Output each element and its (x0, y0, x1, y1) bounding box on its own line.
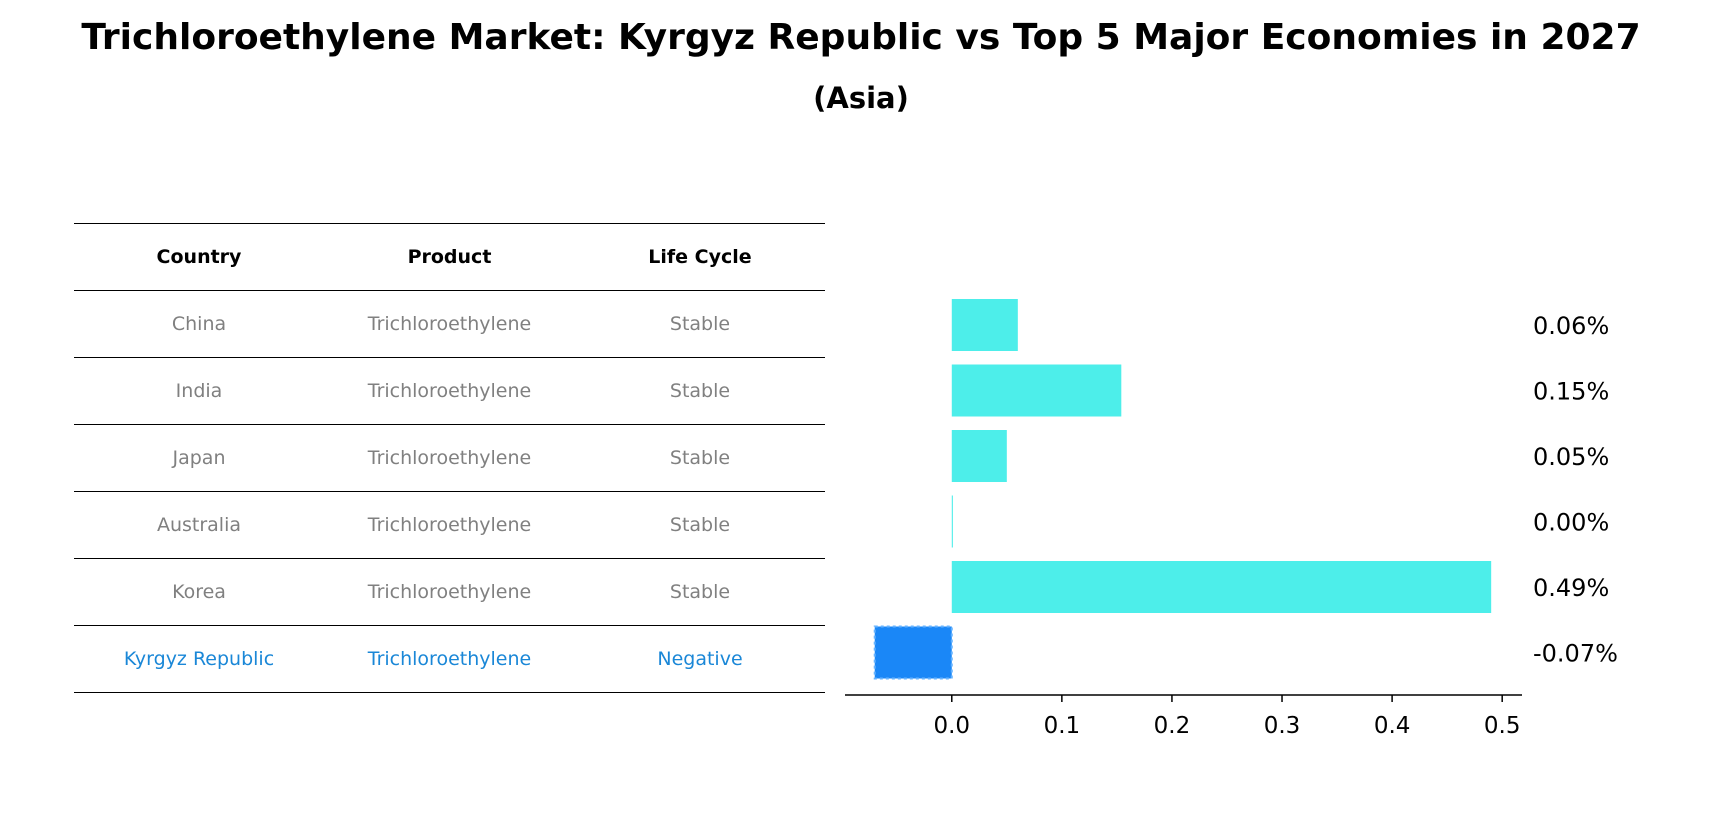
data-label: 0.49% (1533, 574, 1609, 602)
x-tick-label: 0.3 (1264, 713, 1301, 739)
bar (951, 495, 953, 548)
bar (873, 625, 953, 680)
cell-product: Trichloroethylene (324, 357, 575, 425)
data-label: 0.05% (1533, 443, 1609, 471)
cell-life-cycle: Stable (575, 424, 825, 492)
cell-life-cycle: Stable (575, 491, 825, 559)
table-row: Korea Trichloroethylene Stable (74, 558, 825, 626)
cell-country: China (74, 290, 324, 358)
table-row-highlight: Kyrgyz Republic Trichloroethylene Negati… (74, 625, 825, 693)
cell-life-cycle: Negative (575, 625, 825, 693)
cell-country: Kyrgyz Republic (74, 625, 324, 693)
data-label: 0.00% (1533, 509, 1609, 537)
cell-product: Trichloroethylene (324, 424, 575, 492)
data-label: -0.07% (1533, 640, 1618, 668)
cell-life-cycle: Stable (575, 558, 825, 626)
bar (951, 561, 1492, 613)
table-row: India Trichloroethylene Stable (74, 357, 825, 425)
chart-subtitle: (Asia) (813, 81, 909, 115)
cell-country: India (74, 357, 324, 425)
bar (951, 299, 1018, 351)
data-label: 0.15% (1533, 378, 1609, 406)
country-table: Country Product Life Cycle China Trichlo… (74, 223, 825, 693)
table-row: China Trichloroethylene Stable (74, 290, 825, 358)
cell-country: Australia (74, 491, 324, 559)
x-tick-label: 0.0 (933, 713, 970, 739)
x-tick-label: 0.1 (1044, 713, 1081, 739)
x-tick-label: 0.2 (1154, 713, 1191, 739)
header-life-cycle: Life Cycle (575, 223, 825, 291)
bar (951, 430, 1007, 482)
cell-product: Trichloroethylene (324, 625, 575, 693)
chart-title: Trichloroethylene Market: Kyrgyz Republi… (81, 17, 1641, 58)
x-tick-label: 0.4 (1374, 713, 1411, 739)
table-row: Japan Trichloroethylene Stable (74, 424, 825, 492)
header-country: Country (74, 223, 324, 291)
header-product: Product (324, 223, 575, 291)
cell-country: Japan (74, 424, 324, 492)
cell-life-cycle: Stable (575, 290, 825, 358)
table-header-row: Country Product Life Cycle (74, 223, 825, 291)
cell-country: Korea (74, 558, 324, 626)
cell-product: Trichloroethylene (324, 290, 575, 358)
cell-life-cycle: Stable (575, 357, 825, 425)
x-tick-label: 0.5 (1484, 713, 1521, 739)
cell-product: Trichloroethylene (324, 491, 575, 559)
table-row: Australia Trichloroethylene Stable (74, 491, 825, 559)
bar (951, 364, 1122, 417)
data-label: 0.06% (1533, 312, 1609, 340)
